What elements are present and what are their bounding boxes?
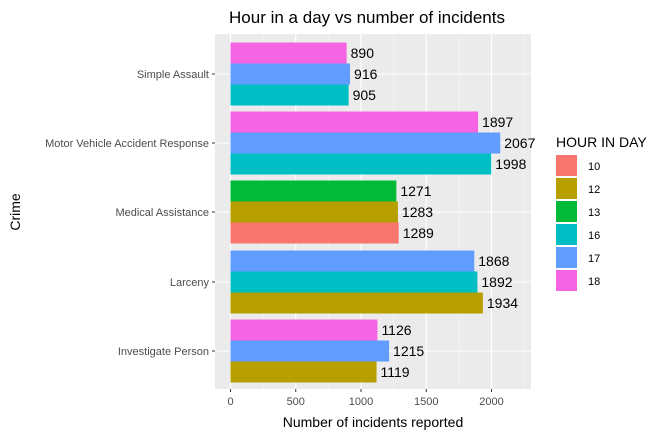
bar xyxy=(230,292,483,314)
bar xyxy=(230,111,479,133)
legend-swatch xyxy=(556,247,577,268)
bar xyxy=(230,84,349,106)
x-tick-label: 1000 xyxy=(349,396,373,408)
data-label: 1998 xyxy=(495,156,526,172)
y-tick-label: Larceny xyxy=(170,277,210,289)
bar xyxy=(230,153,492,175)
data-label: 1215 xyxy=(393,343,424,359)
legend-label: 12 xyxy=(588,184,600,196)
data-label: 905 xyxy=(353,87,377,103)
data-labels: 890 916 905 1897 2067 1998 1271 1283 1289 1868 189… xyxy=(351,45,536,380)
y-tick-label: Investigate Person xyxy=(118,346,209,358)
legend-swatch xyxy=(556,201,577,222)
legend-swatch xyxy=(556,155,577,176)
data-label: 890 xyxy=(351,45,375,61)
bar xyxy=(230,340,390,362)
x-axis-title: Number of incidents reported xyxy=(283,414,464,430)
legend-swatch xyxy=(556,178,577,199)
bar xyxy=(230,271,478,293)
bar xyxy=(230,319,378,341)
bar xyxy=(230,132,501,154)
y-tick-label: Simple Assault xyxy=(137,69,209,81)
legend-label: 13 xyxy=(588,207,600,219)
x-tick-label: 0 xyxy=(227,396,233,408)
bar xyxy=(230,180,397,202)
chart-title: Hour in a day vs number of incidents xyxy=(229,8,505,27)
bar xyxy=(230,361,377,383)
x-tick-label: 1500 xyxy=(414,396,438,408)
legend-label: 17 xyxy=(588,253,600,265)
legend-label: 18 xyxy=(588,276,600,288)
data-label: 1868 xyxy=(478,253,509,269)
legend: HOUR IN DAY 10 12 13 16 17 18 xyxy=(556,134,647,291)
bar xyxy=(230,222,399,244)
data-label: 1289 xyxy=(403,225,434,241)
legend-swatch xyxy=(556,224,577,245)
data-label: 1934 xyxy=(487,295,518,311)
bar xyxy=(230,63,351,85)
x-tick-label: 500 xyxy=(287,396,305,408)
data-label: 1897 xyxy=(482,114,513,130)
bar xyxy=(230,42,347,64)
bar xyxy=(230,201,398,223)
y-axis: Simple Assault Motor Vehicle Accident Res… xyxy=(45,69,215,358)
y-tick-label: Motor Vehicle Accident Response xyxy=(45,138,209,150)
legend-title: HOUR IN DAY xyxy=(556,134,647,150)
y-axis-title: Crime xyxy=(7,193,23,231)
data-label: 1283 xyxy=(402,204,433,220)
data-label: 916 xyxy=(354,66,378,82)
data-label: 2067 xyxy=(504,135,535,151)
legend-swatch xyxy=(556,270,577,291)
bar xyxy=(230,250,475,272)
y-tick-label: Medical Assistance xyxy=(115,207,209,219)
data-label: 1271 xyxy=(400,183,431,199)
data-label: 1119 xyxy=(381,364,410,380)
legend-label: 16 xyxy=(588,230,600,242)
legend-label: 10 xyxy=(588,161,600,173)
bars xyxy=(230,42,501,383)
x-tick-label: 2000 xyxy=(479,396,503,408)
data-label: 1892 xyxy=(481,274,512,290)
x-axis: 0 500 1000 1500 2000 xyxy=(227,389,504,408)
data-label: 1126 xyxy=(381,322,411,338)
